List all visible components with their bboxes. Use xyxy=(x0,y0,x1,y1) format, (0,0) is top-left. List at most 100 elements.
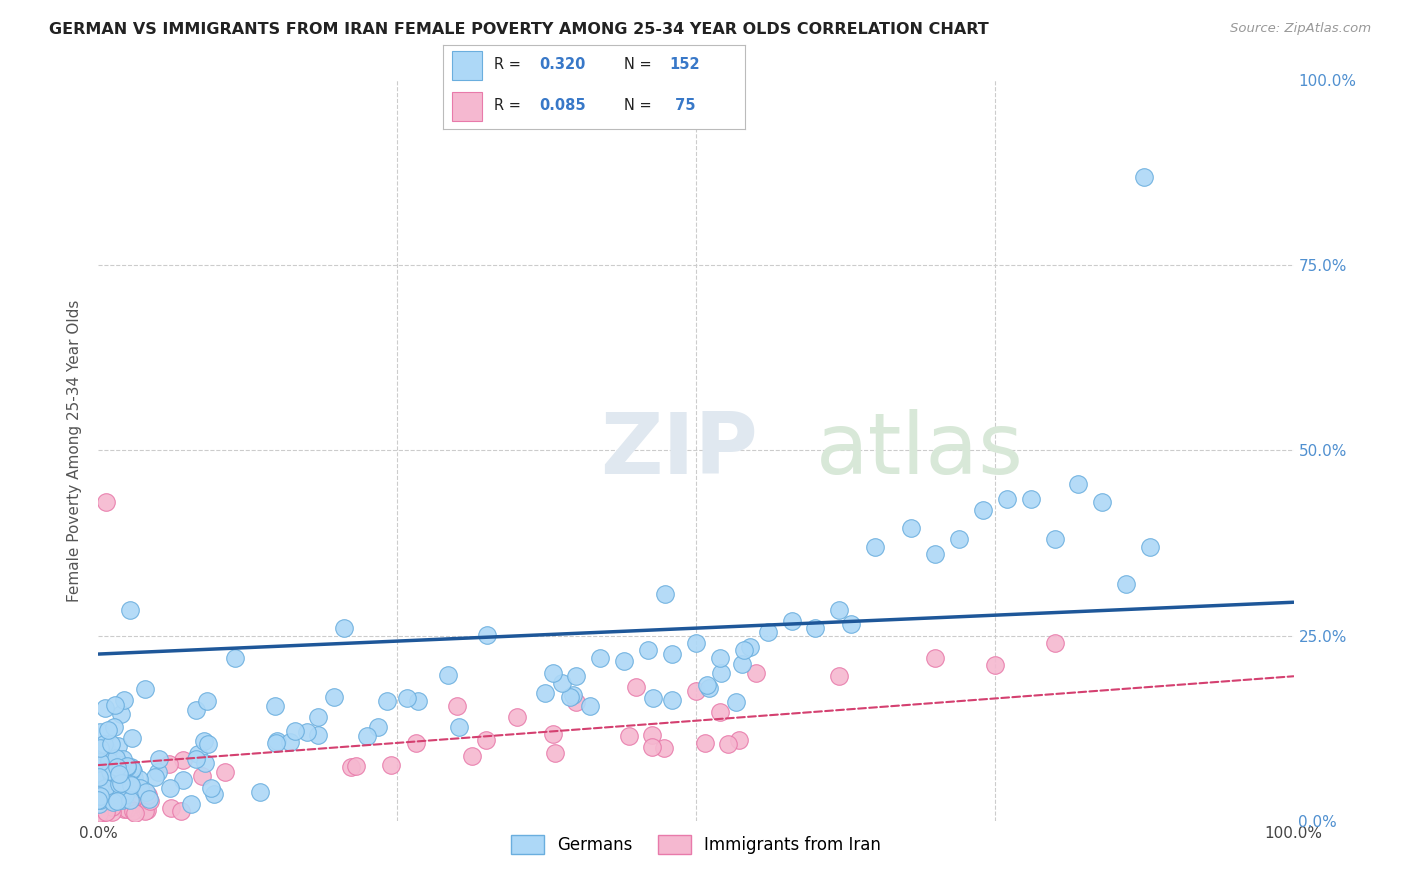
Point xyxy=(94,802,117,816)
Point xyxy=(724,695,747,709)
Point xyxy=(506,710,529,724)
Point xyxy=(637,643,659,657)
Text: R =: R = xyxy=(495,57,526,72)
Point xyxy=(641,740,664,755)
Point xyxy=(828,602,851,616)
Point xyxy=(780,614,803,628)
Point xyxy=(129,780,152,795)
Point xyxy=(709,650,731,665)
Point xyxy=(146,765,169,780)
Point xyxy=(297,725,319,739)
Point xyxy=(87,770,110,784)
Point xyxy=(186,703,208,717)
Point xyxy=(214,764,236,779)
Point xyxy=(101,805,124,819)
Point xyxy=(626,681,648,695)
Point xyxy=(105,754,128,768)
Point xyxy=(159,781,181,796)
Point xyxy=(160,800,183,814)
Point xyxy=(339,760,361,774)
Point xyxy=(139,794,162,808)
Point xyxy=(138,791,160,805)
Point xyxy=(193,756,215,770)
Point xyxy=(134,804,156,818)
Point xyxy=(118,777,141,791)
Point xyxy=(93,743,115,757)
Point xyxy=(89,780,111,795)
Point xyxy=(87,778,110,792)
Point xyxy=(224,651,246,665)
Point xyxy=(560,690,582,704)
Point xyxy=(89,793,111,807)
Point xyxy=(170,805,193,819)
Point xyxy=(122,771,145,785)
Point xyxy=(693,736,716,750)
Text: GERMAN VS IMMIGRANTS FROM IRAN FEMALE POVERTY AMONG 25-34 YEAR OLDS CORRELATION : GERMAN VS IMMIGRANTS FROM IRAN FEMALE PO… xyxy=(49,22,988,37)
Point xyxy=(103,790,125,805)
Point xyxy=(128,772,150,786)
Point xyxy=(111,792,134,806)
Point xyxy=(1133,169,1156,184)
Point xyxy=(94,781,117,796)
Point xyxy=(307,729,329,743)
Point xyxy=(89,804,111,818)
Point xyxy=(738,640,761,654)
Point xyxy=(541,727,564,741)
Point xyxy=(865,540,887,554)
Text: 0.320: 0.320 xyxy=(540,57,586,72)
Point xyxy=(406,694,429,708)
Point xyxy=(94,700,117,714)
Point xyxy=(104,698,127,713)
Point xyxy=(157,756,180,771)
Point xyxy=(89,786,111,800)
Point xyxy=(134,681,156,696)
Text: atlas: atlas xyxy=(815,409,1024,492)
Point xyxy=(94,746,117,760)
Point xyxy=(100,737,122,751)
Point xyxy=(322,690,344,704)
Point xyxy=(114,788,136,802)
Point xyxy=(90,789,112,804)
Point xyxy=(100,800,122,814)
Point xyxy=(841,617,863,632)
Text: N =: N = xyxy=(624,57,657,72)
Point xyxy=(190,768,212,782)
Point xyxy=(91,791,114,805)
Point xyxy=(589,650,612,665)
Point xyxy=(561,688,583,702)
Text: R =: R = xyxy=(495,98,526,113)
Point xyxy=(405,736,427,750)
Point xyxy=(1139,540,1161,554)
Point xyxy=(184,752,207,766)
Point xyxy=(533,686,555,700)
Point xyxy=(94,739,117,754)
Point xyxy=(89,756,111,770)
Point xyxy=(97,754,120,768)
Point xyxy=(395,691,418,706)
Point xyxy=(995,491,1018,506)
Point xyxy=(110,757,132,772)
Point xyxy=(172,753,194,767)
Point xyxy=(111,785,134,799)
Point xyxy=(202,787,225,801)
Point xyxy=(828,669,851,683)
Point xyxy=(136,803,159,817)
Point xyxy=(984,658,1007,673)
Point xyxy=(100,784,122,798)
Point xyxy=(110,762,132,776)
Point xyxy=(180,797,202,811)
Point xyxy=(121,731,143,745)
Point xyxy=(264,737,287,751)
Point xyxy=(731,657,754,672)
Point xyxy=(98,754,121,768)
Point xyxy=(661,647,683,661)
Point xyxy=(266,733,288,747)
Point xyxy=(120,764,142,778)
Point xyxy=(447,720,470,734)
Point xyxy=(565,695,588,709)
Legend: Germans, Immigrants from Iran: Germans, Immigrants from Iran xyxy=(503,828,889,861)
Point xyxy=(94,495,117,509)
Point xyxy=(356,729,378,743)
Point xyxy=(110,707,132,722)
Point xyxy=(100,766,122,780)
